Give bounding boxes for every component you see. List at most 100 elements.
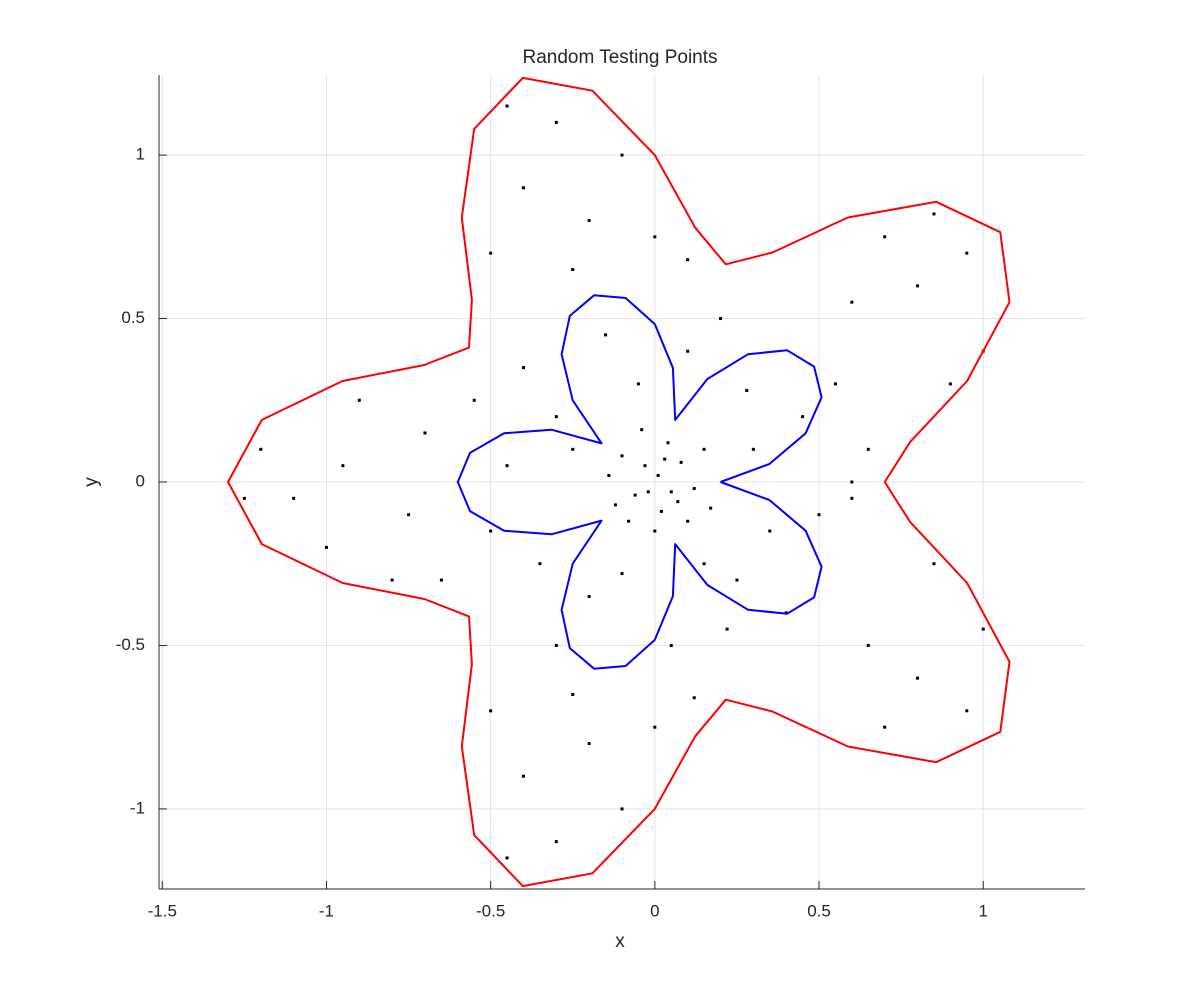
point [751,447,755,451]
point [801,415,805,419]
point [259,447,263,451]
point [653,725,657,729]
point [817,513,821,517]
point [702,562,706,566]
x-tick-label: 1 [978,901,987,920]
point [686,519,690,523]
curve [227,76,1011,888]
point [948,382,952,386]
x-axis-label: x [615,931,625,952]
point [709,506,713,510]
point [981,627,985,631]
point [768,529,772,533]
y-axis-label: y [81,477,102,487]
point [866,643,870,647]
point [439,578,443,582]
y-tick-label: -0.5 [116,635,145,654]
point [521,186,525,190]
point [636,382,640,386]
y-tick-label: 0.5 [121,308,145,327]
point [242,496,246,500]
point [965,709,969,713]
x-tick-label: -1.5 [148,901,177,920]
point [571,447,575,451]
point [932,562,936,566]
point [850,496,854,500]
point [883,725,887,729]
point [324,545,328,549]
point [357,398,361,402]
point [571,268,575,272]
x-tick-label: 0.5 [807,901,831,920]
point [633,493,637,497]
point [505,464,509,468]
point [725,627,729,631]
y-tick-label: 0 [136,471,145,490]
point [489,709,493,713]
point [850,480,854,484]
point [620,153,624,157]
point [883,235,887,239]
point [554,415,558,419]
point [620,572,624,576]
point [571,692,575,696]
point [833,382,837,386]
point [554,840,558,844]
point [916,284,920,288]
x-tick-label: 0 [650,901,659,920]
point [505,104,509,108]
point [692,487,696,491]
y-tick-label: 1 [136,145,145,164]
point [676,500,680,504]
point [587,218,591,222]
point [538,562,542,566]
point [702,447,706,451]
point [745,388,749,392]
point [620,454,624,458]
point [659,509,663,513]
point [735,578,739,582]
point [521,366,525,370]
point [521,774,525,778]
point [916,676,920,680]
curve [456,294,823,670]
chart-title: Random Testing Points [522,47,717,68]
y-tick-label: -1 [130,798,145,817]
point [679,460,683,464]
point [489,529,493,533]
point [292,496,296,500]
point [390,578,394,582]
point [692,696,696,700]
point [341,464,345,468]
point [686,258,690,262]
point [407,513,411,517]
x-tick-label: -0.5 [476,901,505,920]
point [932,212,936,216]
point [646,490,650,494]
point [604,333,608,337]
point [613,503,617,507]
point [719,317,723,321]
point [472,398,476,402]
x-tick-label: -1 [319,901,334,920]
point [669,490,673,494]
point [505,856,509,860]
point [554,643,558,647]
point [965,251,969,255]
point [686,349,690,353]
point [587,742,591,746]
point [607,473,611,477]
point [627,519,631,523]
point [489,251,493,255]
point [653,235,657,239]
point [866,447,870,451]
point [663,457,667,461]
point [656,473,660,477]
point [554,120,558,124]
point [850,300,854,304]
point [587,594,591,598]
point [666,441,670,445]
point [669,643,673,647]
point [423,431,427,435]
